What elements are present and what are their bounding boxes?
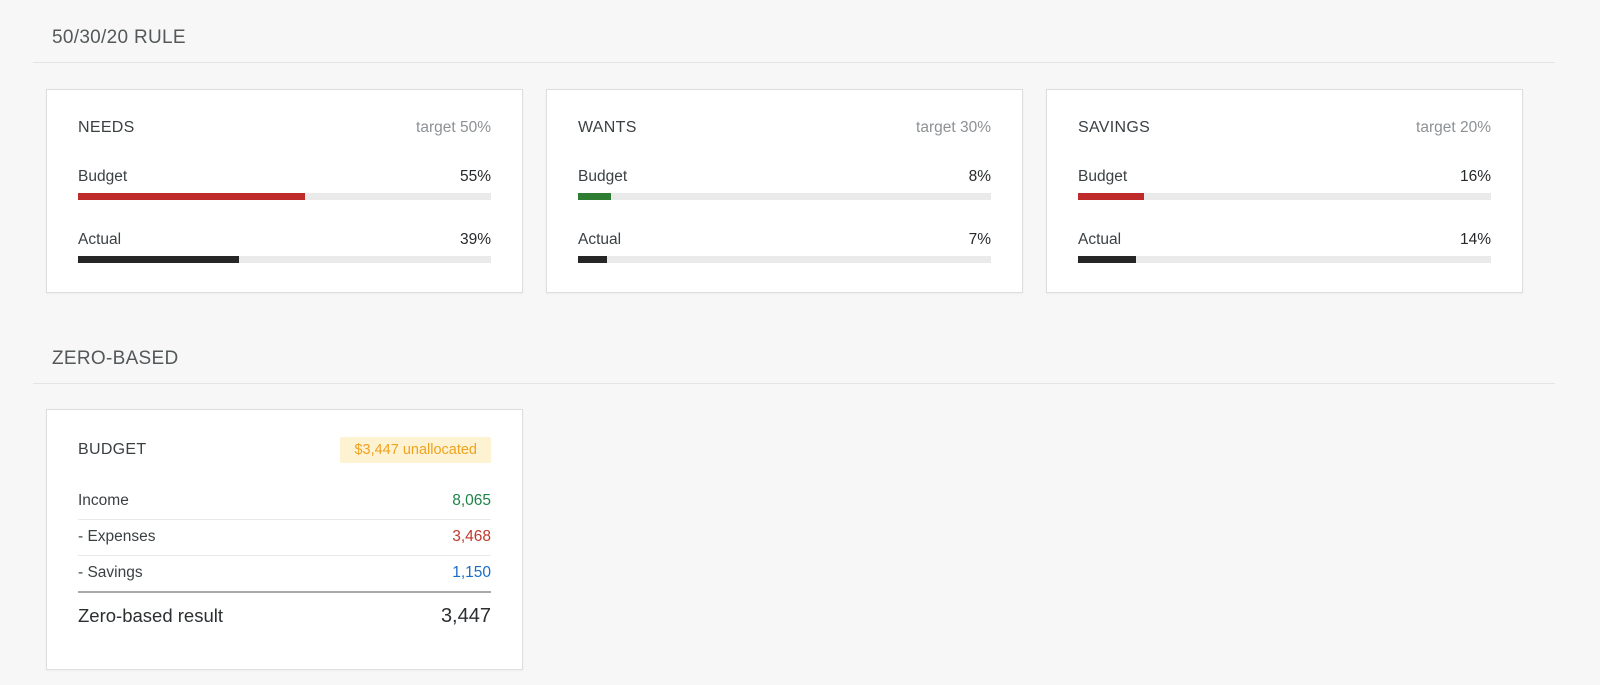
budget-metric: Budget 55%: [78, 168, 491, 200]
zero-based-table: Income 8,065 - Expenses 3,468 - Savings …: [78, 484, 491, 628]
section-title: 50/30/20 RULE: [52, 27, 186, 48]
rule-cards-row: NEEDS target 50% Budget 55% Actual 39%: [46, 89, 1600, 293]
budget-value: 16%: [1459, 168, 1491, 185]
card-header: SAVINGS target 20%: [1078, 119, 1491, 137]
section-title: ZERO-BASED: [52, 348, 179, 369]
actual-progress-track: [78, 256, 491, 263]
card-title: NEEDS: [78, 119, 135, 136]
budget-label: Budget: [578, 168, 628, 185]
actual-label: Actual: [1078, 231, 1122, 248]
section-header-zero-based: ZERO-BASED: [33, 348, 1555, 384]
actual-progress-track: [578, 256, 991, 263]
card-header: NEEDS target 50%: [78, 119, 491, 137]
target-label: target 50%: [416, 119, 491, 136]
expenses-value: 3,468: [452, 528, 491, 545]
budget-progress-track: [1078, 193, 1491, 200]
rule-card-needs: NEEDS target 50% Budget 55% Actual 39%: [46, 89, 523, 293]
budget-label: Budget: [1078, 168, 1128, 185]
zero-based-result-row: Zero-based result 3,447: [78, 593, 491, 628]
card-header: BUDGET $3,447 unallocated: [78, 437, 491, 463]
budget-label: Budget: [78, 168, 128, 185]
budget-progress-fill: [78, 193, 306, 200]
card-title: SAVINGS: [1078, 119, 1151, 136]
expenses-label: - Expenses: [78, 528, 156, 545]
rule-card-wants: WANTS target 30% Budget 8% Actual 7%: [546, 89, 1023, 293]
unallocated-badge: $3,447 unallocated: [340, 437, 491, 463]
actual-label: Actual: [78, 231, 122, 248]
budget-value: 55%: [459, 168, 491, 185]
target-label: target 30%: [916, 119, 991, 136]
actual-value: 7%: [968, 231, 991, 248]
savings-label: - Savings: [78, 564, 143, 581]
actual-value: 14%: [1459, 231, 1491, 248]
card-header: WANTS target 30%: [578, 119, 991, 137]
card-title: BUDGET: [78, 441, 147, 458]
income-row: Income 8,065: [78, 484, 491, 520]
actual-label: Actual: [578, 231, 622, 248]
budget-value: 8%: [968, 168, 991, 185]
actual-metric: Actual 7%: [578, 231, 991, 263]
budget-metric: Budget 16%: [1078, 168, 1491, 200]
budget-metric: Budget 8%: [578, 168, 991, 200]
budget-progress-track: [578, 193, 991, 200]
card-title: WANTS: [578, 119, 637, 136]
income-label: Income: [78, 492, 129, 509]
target-label: target 20%: [1416, 119, 1491, 136]
actual-value: 39%: [459, 231, 491, 248]
actual-progress-fill: [1078, 256, 1136, 263]
actual-metric: Actual 14%: [1078, 231, 1491, 263]
savings-row: - Savings 1,150: [78, 556, 491, 593]
zero-based-budget-card: BUDGET $3,447 unallocated Income 8,065 -…: [46, 409, 523, 670]
section-header-50-30-20: 50/30/20 RULE: [33, 27, 1555, 63]
budget-progress-fill: [578, 193, 612, 200]
actual-progress-fill: [78, 256, 240, 263]
budget-progress-track: [78, 193, 491, 200]
result-label: Zero-based result: [78, 605, 223, 626]
actual-metric: Actual 39%: [78, 231, 491, 263]
result-value: 3,447: [440, 605, 491, 627]
income-value: 8,065: [452, 492, 491, 509]
budget-progress-fill: [1078, 193, 1145, 200]
savings-value: 1,150: [452, 564, 491, 581]
rule-card-savings: SAVINGS target 20% Budget 16% Actual 14%: [1046, 89, 1523, 293]
expenses-row: - Expenses 3,468: [78, 520, 491, 556]
actual-progress-track: [1078, 256, 1491, 263]
actual-progress-fill: [578, 256, 607, 263]
